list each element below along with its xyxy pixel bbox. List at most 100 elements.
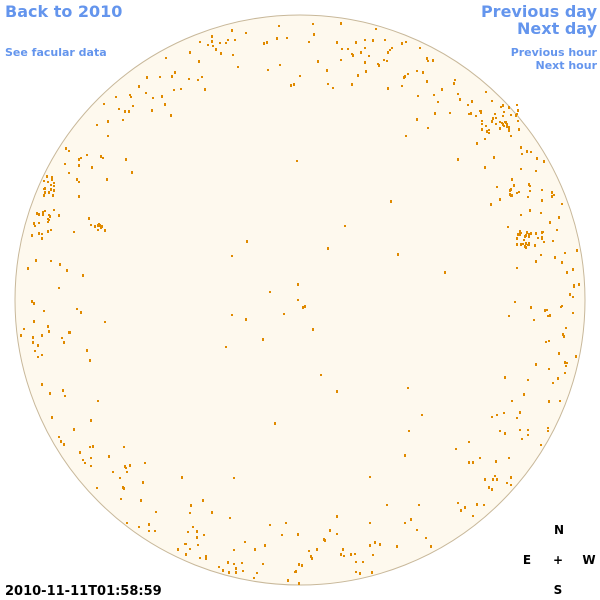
facula [527, 429, 529, 431]
facula [521, 153, 523, 155]
facula [295, 570, 297, 573]
facula [287, 579, 289, 582]
facula [364, 39, 366, 41]
facula [557, 377, 559, 380]
facula [387, 51, 389, 54]
facula [520, 243, 522, 246]
next-day-link[interactable]: Next day [517, 19, 598, 38]
facula [76, 178, 78, 181]
facula [47, 221, 49, 223]
facula [566, 271, 568, 274]
facula [298, 582, 300, 585]
facula [51, 179, 53, 181]
facula [97, 400, 99, 402]
facula [528, 233, 530, 236]
facula [525, 242, 527, 244]
facula [564, 361, 566, 364]
facula [472, 515, 474, 517]
facula [494, 475, 496, 477]
facula [197, 544, 199, 546]
facula [66, 269, 68, 272]
facula [511, 178, 513, 181]
facula [320, 374, 322, 376]
facula [496, 414, 498, 416]
facula [188, 78, 190, 80]
back-link[interactable]: Back to 2010 [5, 2, 122, 21]
facula [504, 432, 506, 435]
facula [290, 84, 292, 87]
next-hour-link[interactable]: Next hour [536, 59, 598, 72]
facula [529, 185, 531, 187]
facula [390, 200, 392, 203]
facula [313, 33, 315, 36]
facula [269, 291, 271, 293]
facula [476, 503, 478, 506]
facula [59, 263, 61, 266]
facula [296, 160, 298, 162]
facula [228, 571, 230, 574]
facula [481, 123, 483, 125]
facula [129, 94, 131, 96]
facula [68, 172, 70, 174]
facula [88, 217, 90, 220]
facula [332, 87, 334, 89]
facula [535, 260, 537, 263]
facula [490, 203, 492, 206]
facula [375, 28, 377, 30]
facula [480, 110, 482, 113]
facula [565, 365, 567, 367]
facula [369, 476, 371, 478]
facula [97, 229, 99, 231]
facula [495, 123, 497, 125]
facula [517, 233, 519, 236]
facula [547, 315, 549, 317]
facula [297, 299, 299, 301]
facula [262, 338, 264, 341]
facula [242, 570, 244, 572]
facula [355, 561, 357, 563]
facula [449, 112, 451, 114]
facula [92, 445, 94, 448]
facula [308, 41, 310, 43]
facula [50, 184, 52, 186]
facula [543, 241, 545, 243]
facula [125, 158, 127, 161]
facula [530, 306, 532, 309]
previous-hour-link[interactable]: Previous hour [511, 46, 598, 59]
facula [144, 462, 146, 464]
facula [336, 515, 338, 518]
facula [266, 41, 268, 44]
facula [464, 506, 466, 509]
facula [41, 354, 43, 356]
facula [78, 158, 80, 161]
facula [112, 471, 114, 473]
facula [516, 243, 518, 246]
facula [341, 48, 343, 50]
facula [43, 310, 45, 312]
facula [122, 486, 124, 489]
facula [528, 236, 530, 238]
facula [519, 429, 521, 431]
facula [524, 235, 526, 238]
facula [484, 166, 486, 169]
facula [336, 41, 338, 44]
facula [475, 115, 477, 117]
facula [42, 211, 44, 214]
facula [231, 29, 233, 32]
facula [549, 314, 551, 317]
facular-link[interactable]: See facular data [5, 46, 107, 59]
facula [528, 183, 530, 186]
facula [407, 387, 409, 389]
facula [516, 417, 518, 419]
facula [124, 110, 126, 113]
facula [372, 554, 374, 556]
facula [403, 76, 405, 79]
facula [425, 537, 427, 539]
facula [225, 42, 227, 44]
facula [173, 89, 175, 91]
previous-day-link[interactable]: Previous day [481, 2, 598, 21]
facula [123, 446, 125, 448]
facula [53, 185, 55, 187]
facula [327, 247, 329, 250]
